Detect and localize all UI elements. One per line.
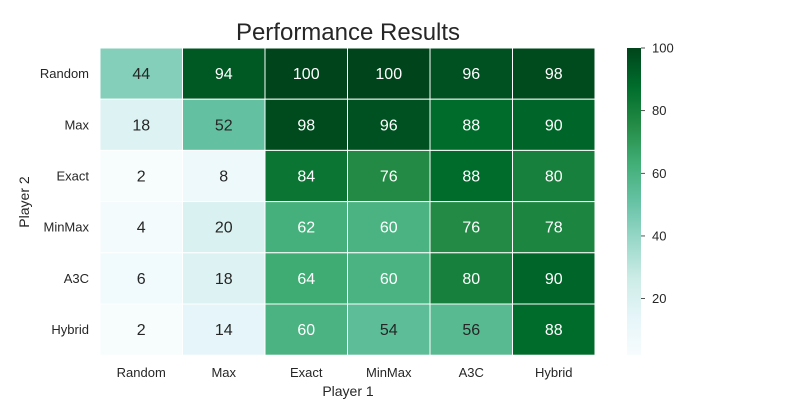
y-axis-ticks: Random Max Exact MinMax A3C Hybrid [40,66,90,337]
heatmap-cell [429,149,513,203]
heatmap-cell [99,252,183,305]
cell-value-label: 96 [462,66,480,83]
heatmap-cell [347,47,431,100]
heatmap-grid: 44 94 100 100 96 98 18 52 98 96 88 90 2 8 84 76 88 80 4 20 6… [99,47,596,356]
heatmap-cell [429,252,513,305]
x-axis-label: Player 1 [322,383,374,399]
heatmap-cell [347,201,431,254]
cell-value-label: 64 [297,271,315,288]
cell-value-label: 88 [462,117,480,134]
cell-value-label: 90 [545,117,563,134]
cell-value-label: 60 [297,322,315,339]
heatmap-cell [182,149,266,203]
cell-value-label: 76 [380,169,398,186]
cell-value-label: 2 [137,322,146,339]
x-tick-label: A3C [459,365,484,380]
y-tick-label: Random [40,66,89,81]
x-axis-ticks: Random Max Exact MinMax A3C Hybrid [117,365,573,380]
heatmap-cell [512,47,596,100]
heatmap-cell [264,252,348,305]
heatmap-cell [512,303,596,356]
x-tick-label: Hybrid [535,365,573,380]
cell-value-label: 62 [297,220,315,237]
x-tick-label: Exact [290,365,323,380]
heatmap-cell [512,98,596,151]
colorbar-tick-label: 100 [652,41,674,56]
cell-value-label: 98 [297,117,315,134]
cell-value-label: 2 [137,169,146,186]
cell-value-label: 52 [215,117,233,134]
y-tick-label: Hybrid [51,322,89,337]
heatmap-cell [512,201,596,254]
heatmap-cell [99,201,183,254]
cell-value-label: 60 [380,220,398,237]
y-tick-label: MinMax [43,220,89,235]
cell-value-label: 54 [380,322,398,339]
heatmap-cell [347,149,431,203]
x-tick-label: MinMax [366,365,412,380]
cell-value-label: 44 [132,66,150,83]
cell-value-label: 94 [215,66,233,83]
cell-value-label: 84 [297,169,315,186]
cell-value-label: 88 [545,322,563,339]
cell-value-label: 8 [219,169,228,186]
cell-value-label: 80 [545,169,563,186]
cell-value-label: 98 [545,66,563,83]
cell-value-label: 96 [380,117,398,134]
y-tick-label: A3C [64,271,89,286]
cell-value-label: 18 [132,117,150,134]
cell-value-label: 18 [215,271,233,288]
colorbar-ticks: 20 40 60 80 100 [641,41,674,306]
cell-value-label: 56 [462,322,480,339]
heatmap-cell [347,303,431,356]
colorbar-tick-label: 80 [652,103,666,118]
x-tick-label: Random [117,365,166,380]
cell-value-label: 60 [380,271,398,288]
heatmap-cell [347,252,431,305]
cell-value-label: 100 [293,66,320,83]
y-axis-label: Player 2 [16,176,32,228]
colorbar: 20 40 60 80 100 [627,41,674,355]
heatmap-cell [429,201,513,254]
colorbar-tick-label: 60 [652,166,666,181]
chart-title: Performance Results [236,19,460,46]
cell-value-label: 80 [462,271,480,288]
cell-value-label: 6 [137,271,146,288]
cell-value-label: 78 [545,220,563,237]
cell-value-label: 14 [215,322,233,339]
cell-value-label: 88 [462,169,480,186]
cell-value-label: 4 [137,220,146,237]
y-tick-label: Exact [56,169,89,184]
heatmap-cell [264,201,348,254]
colorbar-tick-label: 40 [652,228,666,243]
colorbar-gradient [627,48,641,355]
heatmap-cell [99,303,183,356]
heatmap-cell [264,47,348,100]
colorbar-tick-label: 20 [652,291,666,306]
cell-value-label: 76 [462,220,480,237]
cell-value-label: 20 [215,220,233,237]
heatmap-cell [512,149,596,203]
heatmap-cell [99,47,183,100]
heatmap-cell [512,252,596,305]
x-tick-label: Max [211,365,236,380]
heatmap-cell [182,201,266,254]
heatmap-cell [182,47,266,100]
heatmap-cell [347,98,431,151]
cell-value-label: 100 [375,66,402,83]
y-tick-label: Max [64,117,89,132]
heatmap-cell [182,98,266,151]
heatmap-cell [429,303,513,356]
cell-value-label: 90 [545,271,563,288]
